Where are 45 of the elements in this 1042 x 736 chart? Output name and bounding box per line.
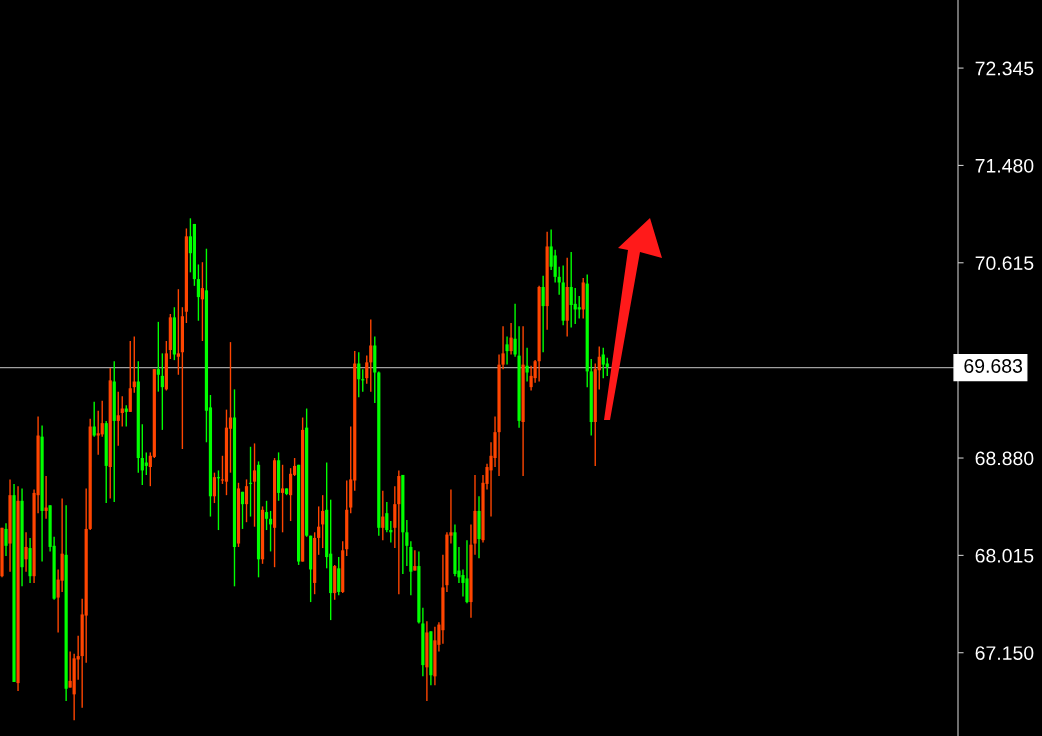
- candlestick: [196, 263, 201, 322]
- candlestick: [365, 354, 369, 385]
- candlestick: [509, 322, 513, 356]
- candlestick: [92, 401, 96, 438]
- y-tick-label: 67.150: [975, 646, 1034, 660]
- candlestick: [244, 478, 249, 523]
- candlestick: [569, 251, 573, 329]
- y-tick-label: 70.615: [975, 256, 1034, 271]
- candlestick: [321, 494, 325, 549]
- candlestick: [116, 390, 120, 447]
- y-tick-label: 68.015: [975, 548, 1034, 563]
- candlestick: [601, 347, 605, 379]
- y-tick-label: 68.880: [975, 451, 1034, 466]
- candlestick: [44, 475, 48, 520]
- candlestick: [605, 357, 609, 377]
- candlestick: [385, 501, 389, 534]
- y-tick-label: 71.480: [975, 158, 1034, 173]
- candlestick: [465, 539, 469, 604]
- candlestick: [289, 467, 293, 522]
- candlestick: [156, 321, 160, 393]
- candlestick: [369, 318, 373, 393]
- candlestick: [505, 335, 509, 366]
- candlestick: [357, 351, 361, 398]
- candlestick: [100, 399, 104, 438]
- candlestick: [128, 340, 132, 413]
- candlestick: [200, 261, 205, 342]
- candlestick: [160, 352, 164, 431]
- candlestick: [264, 500, 269, 531]
- candlestick: [176, 288, 180, 376]
- candlestick: [96, 410, 100, 456]
- candlestick: [337, 556, 341, 597]
- candlestick: [317, 505, 321, 556]
- candlestick: [413, 549, 417, 572]
- candlestick: [24, 531, 28, 573]
- candlestick: [140, 423, 144, 486]
- y-tick-label: 72.345: [975, 61, 1034, 76]
- candlestick: [381, 489, 385, 541]
- ref-line-label: 69.683: [964, 359, 1023, 373]
- candlestick: [280, 464, 285, 534]
- candlestick: [240, 491, 245, 530]
- candlestick: [212, 471, 217, 504]
- candlestick: [4, 522, 8, 557]
- candlestick: [525, 347, 529, 383]
- candlestick: [541, 275, 545, 353]
- candlestick: [252, 442, 257, 528]
